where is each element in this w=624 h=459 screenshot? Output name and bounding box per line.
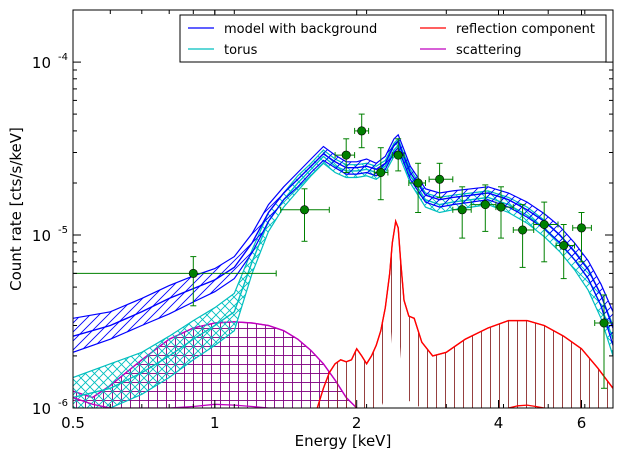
- data-point: [373, 147, 389, 201]
- plot-frame: [72, 9, 614, 409]
- data-marker: [357, 126, 367, 136]
- data-point: [73, 256, 277, 307]
- y-tick-exponent: -6: [58, 398, 68, 409]
- data-marker: [299, 205, 309, 215]
- y-tick-exponent: -5: [58, 225, 68, 236]
- x-tick-label: 1: [210, 414, 220, 432]
- axis-ticks: 0.5 1 2 4 6 10 -6 10 -5 10 -4: [32, 9, 613, 432]
- data-point: [334, 138, 356, 173]
- data-marker: [413, 178, 423, 188]
- data-point: [408, 162, 426, 213]
- data-marker: [341, 150, 351, 160]
- data-point: [555, 224, 575, 280]
- data-marker: [457, 205, 467, 215]
- data-point: [391, 138, 405, 172]
- legend-label-torus: torus: [224, 43, 258, 58]
- legend: model with background torus reflection c…: [179, 14, 607, 63]
- legend-label-reflection: reflection component: [456, 22, 595, 37]
- data-marker: [188, 268, 198, 278]
- y-tick-label: 10: [32, 54, 51, 72]
- data-marker: [480, 200, 490, 210]
- data-point: [572, 212, 592, 263]
- data-point: [495, 186, 514, 239]
- y-axis-label: Count rate [cts/s/keV]: [7, 127, 25, 291]
- band-torus: [73, 138, 613, 408]
- x-tick-label: 6: [577, 414, 587, 432]
- data-marker: [559, 241, 569, 251]
- x-tick-label: 2: [352, 414, 362, 432]
- data-point: [452, 186, 472, 239]
- data-marker: [576, 223, 586, 233]
- data-marker: [376, 168, 386, 178]
- x-axis-label: Energy [keV]: [295, 432, 392, 450]
- y-tick-label: 10: [32, 227, 51, 245]
- data-marker: [435, 174, 445, 184]
- legend-label-model: model with background: [224, 22, 377, 37]
- data-point: [512, 204, 535, 268]
- series-line-reflection: [316, 218, 613, 408]
- legend-label-scattering: scattering: [456, 43, 522, 58]
- plot-area: [73, 113, 613, 408]
- legend-box: [179, 14, 607, 63]
- data-marker: [393, 150, 403, 160]
- data-point: [280, 188, 330, 242]
- data-marker: [518, 225, 528, 235]
- x-tick-label: 0.5: [61, 414, 85, 432]
- data-marker: [599, 318, 609, 328]
- band-reflection: [317, 221, 613, 408]
- data-marker: [539, 220, 549, 230]
- extra-curve-1: [508, 404, 545, 408]
- data-point: [428, 162, 454, 198]
- axes-frame: [72, 9, 614, 409]
- x-tick-label: 4: [494, 414, 504, 432]
- band-model: [73, 134, 613, 353]
- data-point: [354, 113, 370, 149]
- data-point: [594, 294, 613, 389]
- y-tick-label: 10: [32, 400, 51, 418]
- data-point: [533, 201, 559, 263]
- y-tick-exponent: -4: [58, 52, 68, 63]
- data-marker: [496, 202, 506, 212]
